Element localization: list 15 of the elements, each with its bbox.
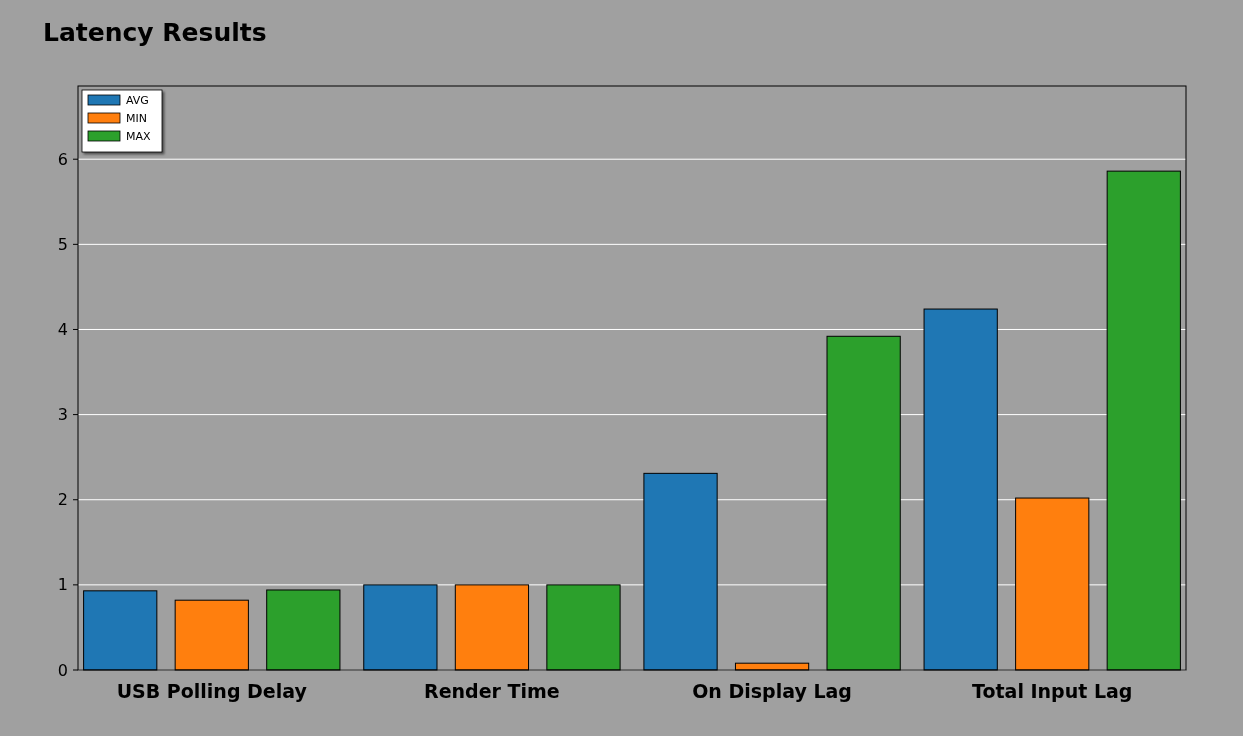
legend-label: MAX	[126, 130, 152, 143]
y-tick-label: 0	[57, 660, 68, 680]
legend-label: MIN	[126, 112, 147, 125]
y-tick-label: 6	[57, 149, 68, 169]
y-tick-label: 4	[57, 320, 68, 340]
y-tick-label: 1	[57, 575, 68, 595]
y-tick-label: 5	[57, 234, 68, 254]
chart-title: Latency Results	[43, 18, 267, 47]
y-tick-label: 3	[57, 405, 68, 425]
x-tick-label: On Display Lag	[692, 680, 852, 702]
x-tick-label: Total Input Lag	[971, 680, 1133, 702]
y-tick-label: 2	[57, 490, 68, 510]
legend-label: AVG	[126, 94, 149, 107]
x-tick-label: USB Polling Delay	[116, 680, 308, 702]
x-tick-label: Render Time	[424, 680, 560, 702]
